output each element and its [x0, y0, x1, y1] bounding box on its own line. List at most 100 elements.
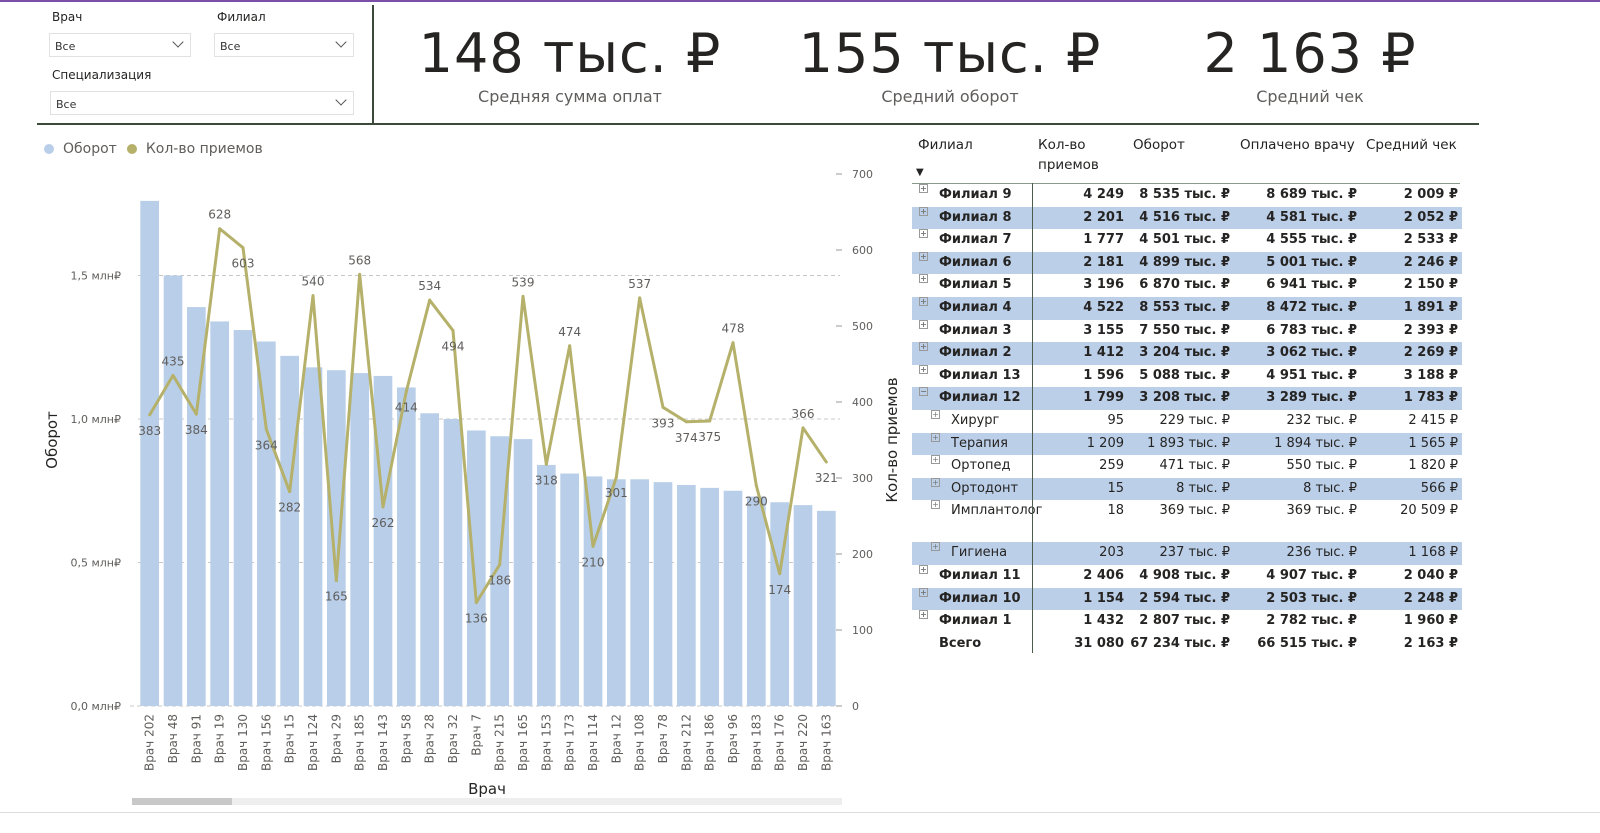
bar-turnover[interactable] [280, 355, 299, 706]
line-point[interactable] [288, 490, 292, 494]
bar-turnover[interactable] [653, 482, 673, 706]
line-point[interactable] [218, 227, 222, 231]
bar-turnover[interactable] [257, 341, 276, 706]
bar-turnover[interactable] [560, 473, 579, 706]
line-visits [148, 227, 828, 605]
expand-icon[interactable]: + [919, 564, 928, 574]
line-point[interactable] [474, 601, 478, 605]
bar-turnover[interactable] [233, 330, 253, 706]
chart-scrollbar[interactable] [132, 798, 842, 805]
bar-turnover[interactable] [583, 476, 603, 706]
line-point[interactable] [241, 246, 245, 250]
line-point[interactable] [778, 572, 782, 576]
expand-icon[interactable]: + [919, 587, 928, 597]
y2-tick-label: 400 [852, 396, 873, 409]
line-point[interactable] [404, 389, 408, 393]
scrollbar-thumb[interactable] [132, 798, 232, 805]
line-point[interactable] [358, 272, 362, 276]
data-label: 384 [185, 423, 208, 437]
expand-icon[interactable]: + [919, 296, 928, 306]
line-point[interactable] [614, 475, 618, 479]
legend-label: Оборот [63, 141, 117, 157]
line-point[interactable] [801, 426, 805, 430]
line-point[interactable] [498, 563, 502, 567]
bar-turnover[interactable] [210, 321, 229, 706]
header-branch[interactable]: Филиал [918, 137, 973, 153]
bar-turnover[interactable] [140, 200, 159, 706]
expand-icon[interactable]: + [919, 184, 928, 193]
line-point[interactable] [754, 484, 758, 488]
bar-turnover[interactable] [163, 275, 183, 707]
line-point[interactable] [544, 462, 548, 466]
expand-icon[interactable]: + [931, 432, 940, 442]
expand-icon[interactable]: + [931, 455, 940, 465]
bar-turnover[interactable] [327, 370, 346, 706]
line-point[interactable] [148, 413, 152, 417]
line-point[interactable] [194, 412, 198, 416]
expand-icon[interactable]: + [931, 500, 940, 510]
bar-turnover[interactable] [397, 387, 416, 706]
collapse-icon[interactable]: − [919, 387, 928, 397]
bar-turnover[interactable] [723, 490, 743, 706]
cell-name: Филиал 11 [939, 567, 1021, 583]
expand-icon[interactable]: + [919, 610, 928, 620]
expand-icon[interactable]: + [919, 364, 928, 374]
doctor-filter-dropdown[interactable]: Все [49, 33, 191, 57]
line-point[interactable] [451, 329, 455, 333]
bar-turnover[interactable] [443, 419, 463, 706]
bar-turnover[interactable] [607, 479, 626, 706]
bar-turnover[interactable] [350, 373, 369, 706]
expand-icon[interactable]: + [919, 206, 928, 216]
bar-turnover[interactable] [303, 367, 323, 706]
header-visits[interactable]: Кол-во приемов [1038, 137, 1099, 173]
line-point[interactable] [264, 427, 268, 431]
line-point[interactable] [591, 544, 595, 548]
bar-turnover[interactable] [793, 505, 813, 706]
bar-turnover[interactable] [817, 510, 836, 706]
sort-desc-icon[interactable]: ▼ [916, 167, 924, 178]
header-avg-check[interactable]: Средний чек [1366, 137, 1457, 153]
bar-turnover[interactable] [513, 439, 533, 706]
bar-turnover[interactable] [700, 487, 719, 706]
kpi-value: 2 163 ₽ [1203, 22, 1417, 85]
bar-turnover[interactable] [677, 485, 696, 706]
cell-avg-check: 566 ₽ [1420, 480, 1458, 496]
header-paid-doctor[interactable]: Оплачено врачу [1240, 137, 1355, 153]
cell-paid-doctor: 4 581 тыс. ₽ [1266, 209, 1357, 225]
legend-label: Кол-во приемов [145, 141, 263, 157]
expand-icon[interactable]: + [919, 229, 928, 239]
header-turnover[interactable]: Оборот [1133, 137, 1185, 153]
specialization-filter-dropdown[interactable]: Все [50, 91, 354, 115]
line-point[interactable] [661, 405, 665, 409]
expand-icon[interactable]: + [931, 477, 940, 487]
line-point[interactable] [171, 373, 175, 377]
line-point[interactable] [568, 344, 572, 348]
line-point[interactable] [684, 420, 688, 424]
line-point[interactable] [731, 341, 735, 345]
line-point[interactable] [334, 579, 338, 583]
cell-avg-check: 2 269 ₽ [1403, 345, 1458, 361]
cell-paid-doctor: 550 тыс. ₽ [1286, 458, 1357, 474]
bar-turnover[interactable] [630, 479, 649, 706]
branch-filter-dropdown[interactable]: Все [214, 33, 354, 57]
line-point[interactable] [824, 460, 828, 464]
bar-turnover[interactable] [467, 430, 486, 706]
line-point[interactable] [428, 298, 432, 302]
expand-icon[interactable]: + [931, 409, 940, 419]
expand-icon[interactable]: + [919, 319, 928, 329]
bar-turnover[interactable] [373, 375, 393, 706]
bar-turnover[interactable] [747, 496, 766, 706]
expand-icon[interactable]: + [919, 274, 928, 284]
line-point[interactable] [311, 294, 315, 298]
expand-icon[interactable]: + [919, 342, 928, 352]
line-point[interactable] [708, 419, 712, 423]
legend-marker-turnover [44, 144, 54, 154]
expand-icon[interactable]: + [931, 542, 940, 552]
bar-turnover[interactable] [420, 413, 439, 706]
cell-turnover: 7 550 тыс. ₽ [1139, 322, 1230, 338]
expand-icon[interactable]: + [919, 251, 928, 261]
line-point[interactable] [638, 296, 642, 300]
bar-turnover[interactable] [537, 464, 556, 706]
line-point[interactable] [381, 505, 385, 509]
line-point[interactable] [521, 294, 525, 298]
